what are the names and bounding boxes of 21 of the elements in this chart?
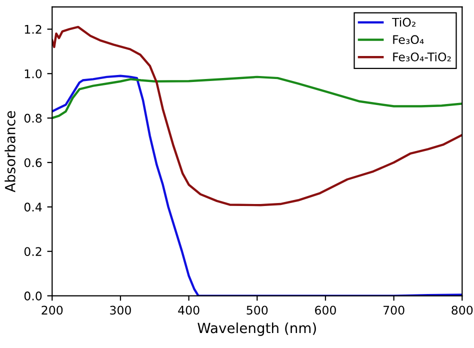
y-tick-label: 0.2 (24, 247, 42, 256)
x-tick-label: 500 (246, 306, 268, 315)
y-tick-label: 1.0 (24, 69, 42, 78)
x-tick-label: 400 (178, 306, 200, 315)
x-tick-label: 700 (384, 306, 404, 315)
x-axis-title: Wavelength (nm) (198, 322, 316, 336)
y-axis-title: Absorbance (4, 111, 16, 192)
y-tick-label: 0.0 (24, 292, 42, 300)
y-tick-label: 0.8 (24, 114, 42, 123)
y-tick-label: 1.2 (24, 24, 42, 34)
legend-label: TiO₂ (392, 18, 416, 27)
y-tick-label: 0.4 (24, 202, 42, 212)
legend-label: Fe₃O₄ (393, 35, 424, 44)
legend-label: Fe₃O₄-TiO₂ (393, 52, 451, 62)
x-tick-label: 600 (315, 306, 336, 315)
x-tick-label: 300 (110, 306, 131, 315)
line-series (52, 76, 462, 120)
y-tick-label: 0.6 (24, 158, 42, 168)
line-series (52, 26, 462, 206)
x-tick-label: 800 (452, 306, 473, 315)
x-tick-label: 200 (42, 306, 63, 315)
